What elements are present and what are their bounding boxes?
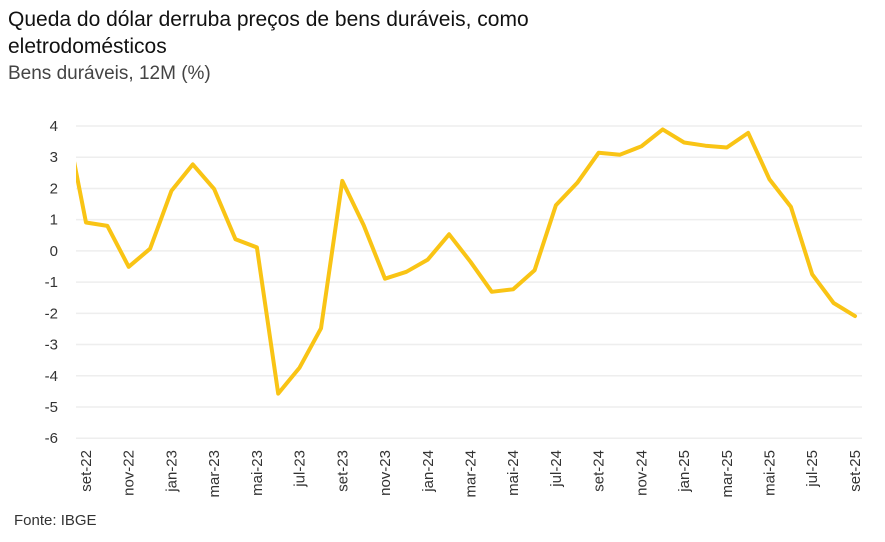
x-tick-label: set-23 bbox=[334, 450, 351, 492]
x-tick-label: mai-24 bbox=[505, 450, 522, 496]
chart-subtitle: Bens duráveis, 12M (%) bbox=[8, 63, 211, 84]
x-tick-label: set-24 bbox=[591, 450, 608, 492]
y-tick-label: -1 bbox=[45, 274, 58, 291]
x-tick-label: jan-23 bbox=[163, 450, 180, 493]
x-tick-label: mar-24 bbox=[462, 450, 479, 498]
chart-title: Queda do dólar derruba preços de bens du… bbox=[8, 8, 529, 58]
x-tick-label: nov-24 bbox=[633, 450, 650, 496]
x-tick-label: mai-25 bbox=[762, 450, 779, 496]
x-tick-label: jan-25 bbox=[676, 450, 693, 493]
x-tick-label: mai-23 bbox=[249, 450, 266, 496]
y-tick-label: 2 bbox=[50, 180, 58, 197]
y-tick-label: 3 bbox=[50, 149, 58, 166]
x-tick-label: jul-25 bbox=[804, 450, 821, 488]
y-tick-label: 4 bbox=[50, 118, 58, 135]
y-tick-label: -6 bbox=[45, 430, 58, 447]
x-tick-label: set-25 bbox=[847, 450, 864, 492]
x-tick-label: jul-24 bbox=[548, 450, 565, 488]
x-tick-label: jan-24 bbox=[420, 450, 437, 493]
y-tick-label: 1 bbox=[50, 212, 58, 229]
y-tick-label: 0 bbox=[50, 243, 58, 260]
x-tick-label: jul-23 bbox=[292, 450, 309, 488]
series-line-bens-duraveis bbox=[76, 127, 857, 396]
x-tick-label: mar-23 bbox=[206, 450, 223, 498]
x-tick-label: mar-25 bbox=[719, 450, 736, 498]
y-tick-label: -3 bbox=[45, 337, 58, 354]
y-tick-label: -2 bbox=[45, 305, 58, 322]
x-tick-label: set-22 bbox=[78, 450, 95, 492]
y-tick-label: -5 bbox=[45, 399, 58, 416]
x-tick-label: nov-22 bbox=[121, 450, 138, 496]
y-tick-label: -4 bbox=[45, 368, 58, 385]
source-note: Fonte: IBGE bbox=[14, 512, 97, 529]
x-tick-label: nov-23 bbox=[377, 450, 394, 496]
